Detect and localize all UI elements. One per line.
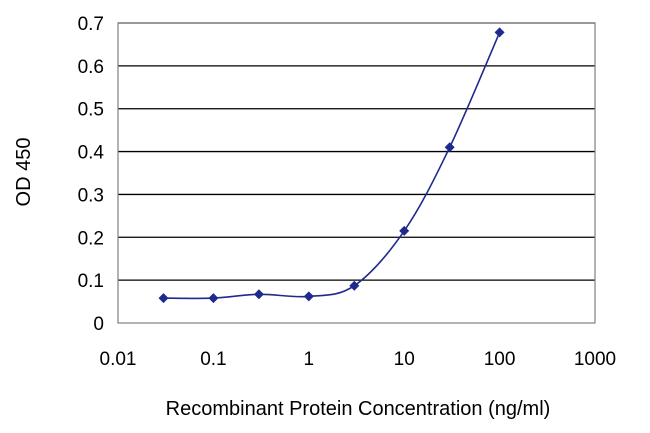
data-point [253,289,264,300]
data-point [349,280,360,291]
x-tick-label: 0.01 [100,349,137,370]
data-point [444,142,455,153]
y-tick-label: 0.2 [78,228,104,249]
data-point [303,291,314,302]
y-tick-label: 0.3 [78,185,104,206]
grid-lines [118,22,595,281]
data-point [399,225,410,236]
x-tick-label: 100 [484,349,516,370]
y-tick-label: 0.5 [78,100,104,121]
data-point [208,293,219,304]
y-axis-tick-labels: 0 0.1 0.2 0.3 0.4 0.5 0.6 0.7 [78,14,105,335]
x-tick-label: 0.1 [200,349,226,370]
x-tick-label: 10 [394,349,415,370]
y-tick-label: 0.1 [78,271,104,292]
series-markers [158,27,505,304]
x-axis-tick-labels: 0.01 0.1 1 10 100 1000 [100,349,617,370]
y-tick-label: 0.7 [78,14,104,35]
data-point [158,293,169,304]
series-line [163,32,501,300]
y-tick-label: 0.4 [78,143,105,164]
x-tick-label: 1 [304,349,315,370]
data-point [494,27,505,38]
y-tick-label: 0.6 [78,57,104,78]
y-axis-title: OD 450 [13,138,35,207]
x-axis-title: Recombinant Protein Concentration (ng/ml… [166,398,551,420]
x-tick-label: 1000 [574,349,616,370]
plot-area [117,22,596,324]
y-tick-label: 0 [93,314,104,335]
